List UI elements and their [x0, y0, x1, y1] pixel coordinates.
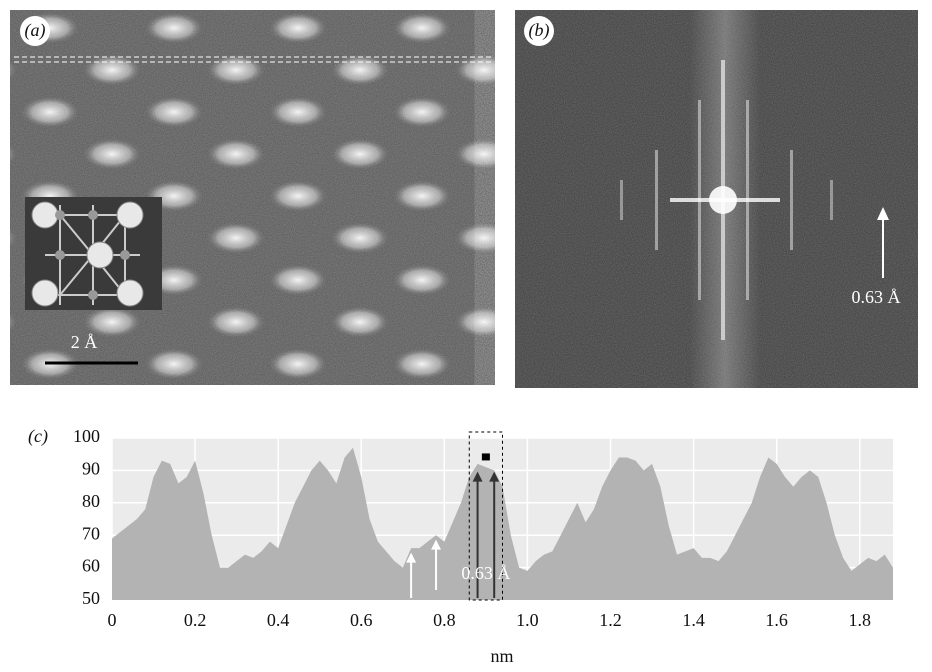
y-tick-label: 80 — [82, 491, 100, 511]
x-tick-label: 0.6 — [350, 610, 373, 630]
highlight-box — [468, 431, 504, 601]
label-badge — [20, 16, 50, 46]
y-tick-label: 50 — [82, 588, 100, 608]
x-tick-label: 1.0 — [516, 610, 539, 630]
x-tick-label: 0.8 — [433, 610, 456, 630]
panel-label: (c) — [28, 426, 48, 447]
arrow-head — [472, 471, 483, 482]
profile-area — [112, 447, 893, 600]
marker — [481, 453, 490, 461]
panel-label: (a) — [25, 20, 46, 41]
x-tick-label: 1.4 — [682, 610, 705, 630]
arrow-head — [431, 539, 442, 550]
label-badge — [524, 16, 554, 46]
y-tick-label: 100 — [73, 426, 100, 446]
y-tick-label: 60 — [82, 556, 100, 576]
annotation: 0.63 Å — [461, 563, 510, 583]
panel-label: (b) — [529, 20, 550, 41]
y-tick-label: 90 — [82, 459, 100, 479]
scale-label: 2 Å — [71, 332, 98, 352]
x-tick-label: 0.4 — [267, 610, 290, 630]
x-tick-label: 1.6 — [765, 610, 788, 630]
x-tick-label: 1.8 — [849, 610, 872, 630]
profile-chart: (c) nm 50 60 70 80 90 100 0 0.2 0.4 0.6 0.8 1.0 1.2 1… — [28, 426, 893, 666]
panel-b: 0.63 Å (b) — [515, 10, 918, 388]
annotation: 0.63 Å — [852, 287, 901, 307]
x-axis-label: nm — [490, 646, 513, 666]
x-tick-label: 0 — [108, 610, 117, 630]
y-tick-label: 70 — [82, 523, 100, 543]
panel-a: 2 Å (a) — [10, 10, 495, 385]
fft-spots — [620, 60, 833, 340]
x-tick-label: 1.2 — [599, 610, 622, 630]
x-tick-label: 0.2 — [184, 610, 207, 630]
arrow-head — [489, 471, 500, 482]
crystal-inset — [25, 197, 162, 310]
arrow-head — [406, 552, 417, 563]
arrow-head — [877, 207, 889, 220]
